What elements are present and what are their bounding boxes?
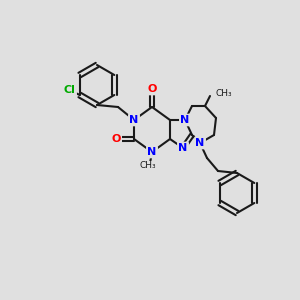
Text: Cl: Cl bbox=[64, 85, 76, 95]
Text: O: O bbox=[147, 84, 157, 94]
Text: CH₃: CH₃ bbox=[215, 89, 232, 98]
Text: N: N bbox=[180, 115, 190, 125]
Text: N: N bbox=[178, 143, 188, 153]
Text: O: O bbox=[111, 134, 121, 144]
Text: N: N bbox=[195, 138, 205, 148]
Text: N: N bbox=[129, 115, 139, 125]
Text: CH₃: CH₃ bbox=[140, 161, 156, 170]
Text: N: N bbox=[147, 147, 157, 157]
